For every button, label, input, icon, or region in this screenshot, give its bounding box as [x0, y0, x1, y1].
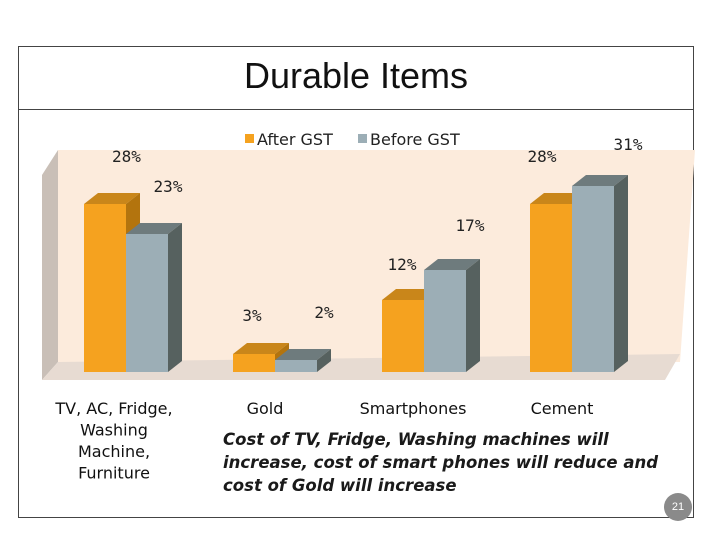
- slide-title: Durable Items: [243, 55, 469, 96]
- legend-label-after-gst: After GST: [257, 130, 333, 149]
- slide-frame: Durable Items: [18, 46, 694, 518]
- slide-note: Cost of TV, Fridge, Washing machines wil…: [223, 430, 659, 495]
- data-label-before-gst-1: 2%: [314, 303, 334, 322]
- bar-before-gst-3: [572, 175, 628, 372]
- data-label-after-gst-0: 28%: [112, 147, 141, 166]
- data-label-before-gst-2: 17%: [456, 216, 485, 235]
- page-number-badge: 21: [664, 493, 692, 521]
- legend-swatch-after-gst: [245, 134, 254, 143]
- category-label-0-line-2: Machine,: [78, 442, 150, 461]
- chart-floor: [42, 354, 680, 380]
- category-label-3-line-0: Cement: [531, 399, 594, 418]
- data-label-after-gst-2: 12%: [388, 255, 417, 274]
- category-label-2-line-0: Smartphones: [360, 399, 467, 418]
- bar-before-gst-1: [275, 349, 331, 372]
- data-label-before-gst-3: 31%: [614, 135, 643, 154]
- chart-side-wall: [42, 150, 58, 380]
- category-label-0-line-1: Washing: [80, 421, 148, 440]
- category-label-0-line-0: TV, AC, Fridge,: [54, 399, 172, 418]
- bar-before-gst-0: [126, 223, 182, 372]
- data-label-before-gst-0: 23%: [154, 177, 183, 196]
- category-label-1-line-0: Gold: [247, 399, 284, 418]
- data-label-after-gst-1: 3%: [242, 306, 262, 325]
- data-label-after-gst-3: 28%: [528, 147, 557, 166]
- legend-label-before-gst: Before GST: [370, 130, 460, 149]
- title-bar: Durable Items: [19, 47, 693, 110]
- bar-before-gst-2: [424, 259, 480, 372]
- legend-swatch-before-gst: [358, 134, 367, 143]
- category-label-0-line-3: Furniture: [78, 464, 150, 483]
